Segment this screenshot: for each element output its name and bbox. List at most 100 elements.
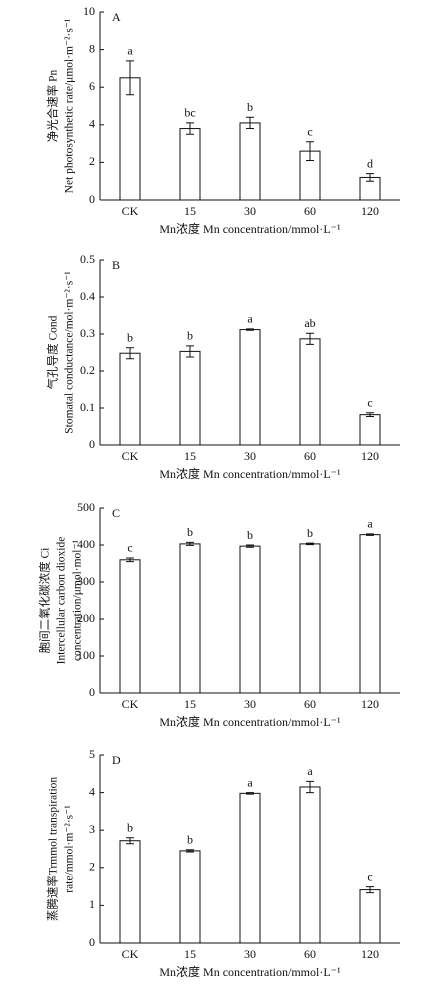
x-tick-label: 15 [184, 947, 196, 961]
bar [179, 350, 201, 446]
significance-letter: b [127, 330, 133, 344]
significance-letter: b [307, 526, 313, 540]
x-tick-label: 60 [304, 449, 316, 463]
y-tick-label: 0 [89, 685, 95, 699]
error-bar [186, 849, 194, 853]
error-bar [246, 328, 254, 331]
bar [239, 329, 261, 446]
error-bar [126, 60, 134, 96]
panel-label: C [112, 506, 120, 520]
bar [239, 122, 261, 201]
x-tick-label: 30 [244, 697, 256, 711]
y-tick-label: 2 [89, 154, 95, 168]
x-tick-label: CK [122, 697, 139, 711]
y-tick-label: 6 [89, 79, 95, 93]
error-bar [366, 173, 374, 182]
error-bar [306, 332, 314, 345]
error-bar [246, 792, 254, 795]
bar [179, 128, 201, 201]
error-bar [246, 544, 254, 548]
y-tick-label: 0 [89, 437, 95, 451]
y-tick-label: 0.2 [80, 363, 95, 377]
significance-letter: b [127, 820, 133, 834]
x-tick-label: 60 [304, 204, 316, 218]
significance-letter: a [367, 517, 373, 531]
bar [119, 352, 141, 446]
x-axis-label: Mn浓度 Mn concentration/mmol·L⁻¹ [159, 221, 341, 236]
y-axis-label: 胞间二氧化碳浓度 Ci [38, 548, 52, 654]
y-tick-label: 10 [83, 4, 95, 18]
x-tick-label: 15 [184, 697, 196, 711]
y-tick-label: 3 [89, 822, 95, 836]
y-tick-label: 0.5 [80, 252, 95, 266]
bar [299, 338, 321, 446]
x-axis-label: Mn浓度 Mn concentration/mmol·L⁻¹ [159, 466, 341, 481]
x-tick-label: 15 [184, 204, 196, 218]
y-tick-label: 1 [89, 897, 95, 911]
bar [179, 543, 201, 694]
y-tick-label: 4 [89, 117, 95, 131]
bar [359, 534, 381, 694]
error-bar [306, 141, 314, 162]
x-tick-label: 60 [304, 697, 316, 711]
error-bar [366, 412, 374, 418]
bar [299, 786, 321, 944]
significance-letter: c [367, 396, 372, 410]
x-tick-label: 30 [244, 204, 256, 218]
panel-label: A [112, 10, 121, 24]
x-tick-label: 60 [304, 947, 316, 961]
y-axis-label: concentration/μmol·mol⁻¹ [72, 539, 84, 661]
y-tick-label: 8 [89, 41, 95, 55]
significance-letter: a [247, 775, 253, 789]
y-tick-label: 0 [89, 935, 95, 949]
significance-letter: ab [304, 316, 315, 330]
error-bar [366, 886, 374, 894]
x-tick-label: 120 [361, 449, 379, 463]
y-tick-label: 300 [77, 574, 95, 588]
significance-letter: c [127, 541, 132, 555]
y-axis-label: Net photosynthetic rate/μmol·m⁻²·s⁻¹ [64, 18, 76, 193]
y-tick-label: 100 [77, 648, 95, 662]
bar [359, 414, 381, 446]
bar [239, 792, 261, 944]
significance-letter: d [367, 156, 373, 170]
significance-letter: c [307, 124, 312, 138]
error-bar [186, 122, 194, 135]
y-axis-label: rate/mmol·m⁻²·s⁻¹ [64, 805, 76, 893]
error-bar [186, 541, 194, 546]
y-tick-label: 0 [89, 192, 95, 206]
x-tick-label: 120 [361, 204, 379, 218]
panel-label: D [112, 753, 121, 767]
significance-letter: b [247, 100, 253, 114]
x-axis-label: Mn浓度 Mn concentration/mmol·L⁻¹ [159, 714, 341, 729]
y-tick-label: 4 [89, 784, 95, 798]
y-tick-label: 0.3 [80, 326, 95, 340]
y-tick-label: 0.4 [80, 289, 95, 303]
y-axis-label: Intercellular carbon dioxide [56, 537, 68, 665]
x-tick-label: 30 [244, 449, 256, 463]
error-bar [126, 837, 134, 845]
significance-letter: b [187, 833, 193, 847]
error-bar [306, 780, 314, 794]
y-axis-label: Stomatal conductance/mol·m⁻²·s⁻¹ [64, 271, 76, 434]
bar [239, 545, 261, 694]
y-tick-label: 5 [89, 747, 95, 761]
significance-letter: a [127, 44, 133, 58]
significance-letter: b [247, 528, 253, 542]
x-tick-label: CK [122, 449, 139, 463]
bar [299, 543, 321, 694]
x-tick-label: 120 [361, 947, 379, 961]
bar [179, 850, 201, 944]
x-axis-label: Mn浓度 Mn concentration/mmol·L⁻¹ [159, 964, 341, 979]
significance-letter: c [367, 869, 372, 883]
x-tick-label: 30 [244, 947, 256, 961]
significance-letter: b [187, 525, 193, 539]
error-bar [126, 347, 134, 360]
error-bar [126, 557, 134, 563]
significance-letter: b [187, 329, 193, 343]
bar [119, 559, 141, 694]
y-axis-label: 气孔导度 Cond [46, 315, 60, 389]
error-bar [366, 533, 374, 536]
error-bar [246, 116, 254, 130]
